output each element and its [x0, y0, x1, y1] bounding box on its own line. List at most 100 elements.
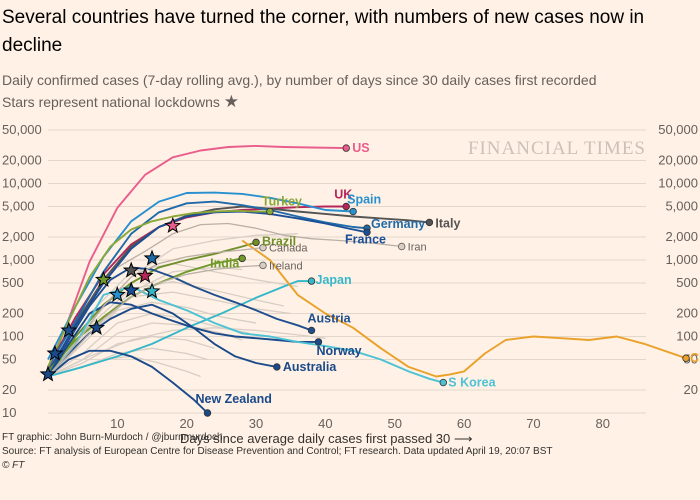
series-label: UK — [334, 188, 352, 202]
x-tick-label: 70 — [526, 416, 540, 431]
end-marker — [397, 242, 406, 251]
series-label: New Zealand — [196, 392, 272, 406]
series-label: Ch — [690, 351, 700, 365]
x-tick-label: 80 — [596, 416, 610, 431]
series-label: Italy — [435, 216, 460, 230]
series-line-turkey — [47, 209, 270, 368]
y-tick-label-right: 20,000 — [658, 152, 698, 167]
series-label: India — [210, 256, 240, 270]
y-tick-label-left: 500 — [2, 275, 24, 290]
series-label: Norway — [316, 344, 361, 358]
y-tick-label-left: 20,000 — [2, 152, 42, 167]
lockdown-stars — [39, 216, 182, 382]
end-marker — [259, 243, 267, 252]
x-tick-label: 50 — [388, 416, 402, 431]
y-tick-label-left: 1,000 — [2, 252, 35, 267]
series-line-us — [47, 144, 347, 372]
chart-subtitle-lockdown: Stars represent national lockdowns ★ — [2, 92, 239, 112]
background-line — [47, 233, 298, 377]
x-tick-label: 20 — [179, 416, 193, 431]
end-marker — [363, 228, 371, 237]
series-label: Germany — [371, 217, 425, 231]
series-label: Australia — [283, 360, 338, 374]
lockdown-star — [143, 249, 161, 266]
gridlines — [48, 129, 646, 414]
lockdown-star — [88, 318, 106, 335]
series-line-china — [241, 239, 687, 378]
end-marker — [307, 326, 316, 335]
y-tick-label-left: 5,000 — [2, 199, 35, 214]
end-marker — [349, 207, 357, 216]
series-label: Canada — [269, 243, 308, 255]
footer-credit: FT graphic: John Burn-Murdoch / @jburnmu… — [2, 432, 223, 443]
series-label: Iran — [408, 242, 427, 254]
series-line-ireland — [47, 264, 264, 377]
lockdown-star — [164, 216, 182, 233]
x-tick-label: 10 — [110, 416, 124, 431]
y-tick-label-left: 2,000 — [2, 229, 35, 244]
series-line-iran — [116, 222, 402, 268]
axis-ticks: 10 20 20 50 50 100 100 200 200 500 500 1,000 1,000 2,… — [2, 122, 698, 431]
chart-title: Several countries have turned the corner… — [2, 7, 645, 56]
end-marker — [425, 218, 434, 227]
series-label: Spain — [347, 193, 381, 207]
y-tick-label-right: 1,000 — [665, 252, 698, 267]
end-marker — [273, 363, 281, 371]
end-marker — [342, 202, 350, 211]
series-line-italy — [47, 205, 430, 377]
footer-copyright: © FT — [2, 460, 25, 471]
lockdown-star — [122, 261, 140, 278]
lockdown-star — [39, 365, 57, 382]
lockdown-star — [94, 270, 112, 288]
lockdown-star — [136, 266, 154, 284]
y-tick-label-left: 100 — [2, 328, 24, 343]
y-tick-label-right: 10,000 — [658, 175, 698, 190]
y-tick-label-left: 10 — [2, 405, 16, 420]
background-line — [47, 327, 326, 378]
series-line-new-zealand — [47, 349, 209, 414]
y-tick-label-right: 200 — [676, 305, 698, 320]
series-label: Brazil — [262, 234, 296, 248]
x-tick-label: 40 — [318, 416, 332, 431]
series-line-austria — [47, 266, 312, 377]
y-tick-label-left: 200 — [2, 305, 24, 320]
lockdown-star — [108, 285, 126, 303]
series-label: S Korea — [448, 376, 496, 390]
y-tick-label-left: 50,000 — [2, 122, 42, 137]
end-marker — [266, 207, 274, 216]
series-label: Austria — [308, 311, 352, 325]
watermark: FINANCIAL TIMES — [468, 138, 646, 159]
y-tick-label-right: 500 — [676, 275, 698, 290]
series-line-canada — [47, 246, 264, 377]
end-marker — [682, 354, 690, 362]
end-marker — [307, 277, 316, 285]
background-line — [47, 301, 257, 377]
background-line — [47, 266, 243, 377]
end-marker — [342, 144, 350, 152]
series-label: US — [352, 141, 369, 155]
end-marker — [314, 338, 323, 346]
end-marker — [238, 254, 246, 263]
star-icon: ★ — [223, 92, 240, 111]
footer-source: Source: FT analysis of European Centre f… — [2, 446, 553, 457]
end-marker — [252, 238, 260, 247]
end-markers — [203, 144, 690, 417]
chart-subtitle: Daily confirmed cases (7-day rolling avg… — [2, 72, 597, 88]
lockdown-note: Stars represent national lockdowns — [2, 94, 220, 110]
series-label: France — [345, 232, 386, 246]
lockdown-star — [122, 281, 140, 298]
series-label: Turkey — [262, 195, 302, 209]
y-tick-label-right: 5,000 — [665, 199, 698, 214]
series-label: Japan — [316, 273, 352, 287]
x-tick-label: 60 — [457, 416, 471, 431]
x-axis-label: Days since average daily cases first pas… — [180, 431, 473, 446]
y-tick-label-right: 100 — [676, 328, 698, 343]
lockdown-star — [143, 282, 161, 299]
lockdown-star — [60, 321, 78, 338]
series-line-japan — [47, 280, 312, 378]
end-marker — [439, 378, 447, 387]
y-tick-label-left: 20 — [2, 382, 16, 397]
lockdown-star — [46, 344, 64, 361]
